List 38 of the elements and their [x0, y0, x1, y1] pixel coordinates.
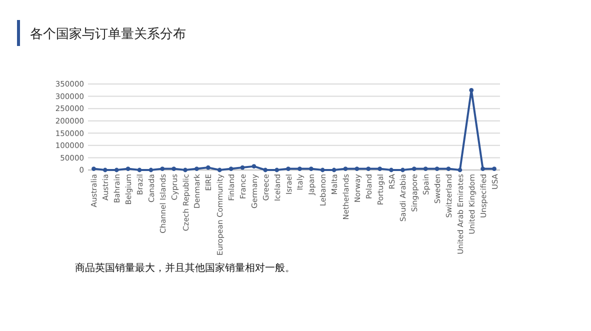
point: [206, 165, 210, 170]
point: [378, 166, 382, 171]
point: [252, 164, 256, 169]
point: [183, 168, 188, 172]
point: [320, 168, 325, 172]
point: [172, 166, 176, 171]
chart-title: 各个国家与订单量关系分布: [30, 26, 186, 42]
point: [389, 168, 394, 172]
point: [217, 168, 222, 172]
point: [148, 168, 154, 172]
text: 商品英国销量最大，并且其他国家销量相对一般。: [75, 262, 295, 274]
point: [286, 166, 290, 171]
point: [274, 168, 280, 172]
point: [332, 168, 336, 172]
point: [263, 168, 268, 172]
point: [400, 168, 405, 172]
point: [423, 166, 428, 171]
point: [354, 166, 360, 171]
point: [92, 166, 96, 171]
point: [240, 165, 245, 170]
point: [469, 88, 474, 92]
point: [480, 166, 486, 171]
point: [194, 166, 199, 171]
point: [308, 166, 314, 171]
point: [126, 166, 130, 171]
point: [366, 166, 371, 171]
point: [137, 168, 142, 172]
point: [446, 166, 451, 171]
point: [492, 166, 496, 171]
point: [160, 166, 165, 171]
point: [458, 168, 462, 172]
point: [298, 166, 302, 171]
point: [102, 168, 108, 172]
point: [412, 166, 416, 171]
point: [343, 166, 348, 171]
point: [228, 166, 234, 171]
point: [434, 166, 440, 171]
point: [114, 168, 119, 172]
